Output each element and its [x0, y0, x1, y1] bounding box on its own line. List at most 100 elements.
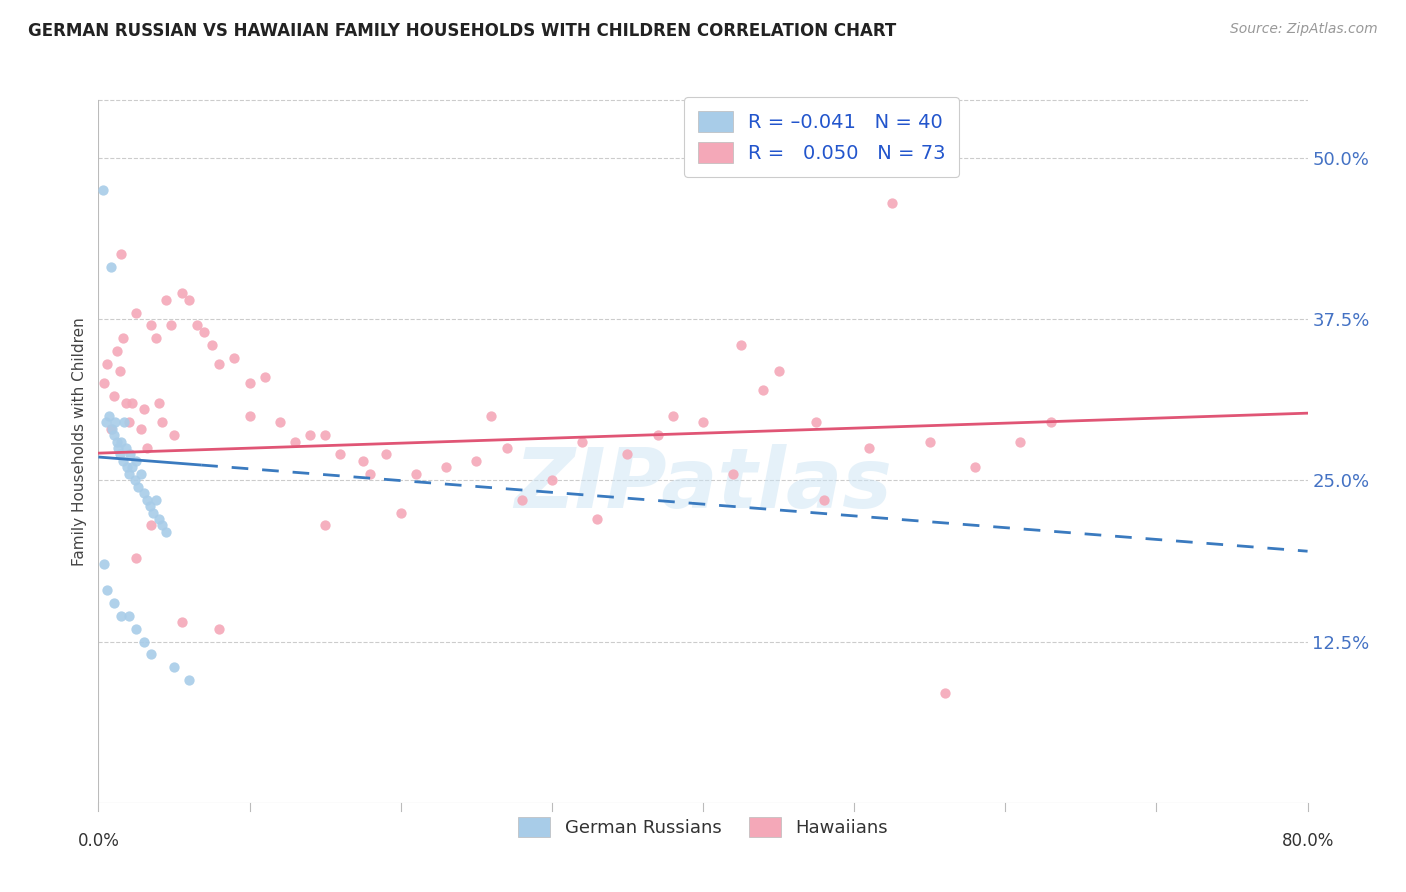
Point [314, 428, 336, 442]
Point [150, 518, 173, 533]
Point [118, 467, 141, 481]
Point [752, 383, 775, 397]
Point [96, 582, 118, 597]
Point [1039, 415, 1062, 429]
Point [155, 293, 177, 307]
Point [352, 454, 374, 468]
Point [111, 454, 134, 468]
Point [103, 428, 125, 442]
Point [103, 596, 125, 610]
Point [170, 286, 193, 301]
Point [141, 518, 163, 533]
Point [329, 447, 352, 461]
Point [405, 467, 427, 481]
Point [253, 370, 276, 384]
Point [103, 389, 125, 403]
Point [96, 357, 118, 371]
Point [145, 492, 167, 507]
Point [269, 415, 291, 429]
Point [141, 648, 163, 662]
Point [661, 409, 683, 423]
Point [163, 428, 186, 442]
Point [121, 396, 143, 410]
Point [179, 293, 201, 307]
Point [148, 512, 170, 526]
Point [844, 163, 866, 178]
Y-axis label: Family Households with Children: Family Households with Children [72, 318, 87, 566]
Point [93, 376, 115, 391]
Point [127, 480, 149, 494]
Point [495, 441, 517, 455]
Point [299, 428, 322, 442]
Point [100, 422, 122, 436]
Point [150, 415, 173, 429]
Point [858, 441, 880, 455]
Point [115, 460, 138, 475]
Point [389, 506, 412, 520]
Point [124, 473, 146, 487]
Point [692, 415, 714, 429]
Point [125, 550, 148, 565]
Point [120, 447, 142, 461]
Point [145, 331, 167, 345]
Point [100, 260, 122, 275]
Text: Source: ZipAtlas.com: Source: ZipAtlas.com [1230, 22, 1378, 37]
Point [224, 351, 246, 365]
Point [284, 434, 307, 449]
Point [91, 183, 114, 197]
Point [110, 608, 132, 623]
Point [647, 428, 669, 442]
Point [360, 467, 382, 481]
Point [170, 615, 193, 630]
Point [934, 686, 956, 700]
Point [125, 305, 148, 319]
Point [918, 434, 941, 449]
Text: GERMAN RUSSIAN VS HAWAIIAN FAMILY HOUSEHOLDS WITH CHILDREN CORRELATION CHART: GERMAN RUSSIAN VS HAWAIIAN FAMILY HOUSEH… [28, 22, 897, 40]
Text: 0.0%: 0.0% [77, 831, 120, 850]
Point [813, 492, 835, 507]
Point [201, 338, 224, 352]
Point [193, 325, 215, 339]
Point [465, 454, 488, 468]
Point [104, 415, 127, 429]
Point [114, 441, 136, 455]
Point [148, 396, 170, 410]
Point [880, 195, 903, 210]
Point [723, 467, 745, 481]
Text: ZIPatlas: ZIPatlas [515, 444, 891, 525]
Point [125, 622, 148, 636]
Point [118, 415, 141, 429]
Point [155, 524, 177, 539]
Point [129, 467, 152, 481]
Point [179, 673, 201, 688]
Point [107, 441, 129, 455]
Point [965, 460, 987, 475]
Point [314, 518, 336, 533]
Point [586, 512, 609, 526]
Text: 80.0%: 80.0% [1281, 831, 1334, 850]
Point [208, 622, 231, 636]
Point [132, 486, 155, 500]
Point [768, 363, 790, 377]
Point [110, 247, 132, 261]
Point [98, 409, 121, 423]
Point [160, 318, 183, 333]
Point [105, 434, 128, 449]
Point [94, 415, 117, 429]
Point [108, 447, 131, 461]
Point [121, 460, 143, 475]
Point [135, 441, 157, 455]
Point [112, 415, 135, 429]
Point [105, 344, 128, 359]
Point [93, 557, 115, 571]
Point [141, 318, 163, 333]
Point [239, 376, 262, 391]
Point [101, 422, 124, 436]
Point [239, 409, 262, 423]
Legend: German Russians, Hawaiians: German Russians, Hawaiians [510, 810, 896, 845]
Point [132, 402, 155, 417]
Point [730, 338, 752, 352]
Point [142, 506, 165, 520]
Point [114, 396, 136, 410]
Point [135, 492, 157, 507]
